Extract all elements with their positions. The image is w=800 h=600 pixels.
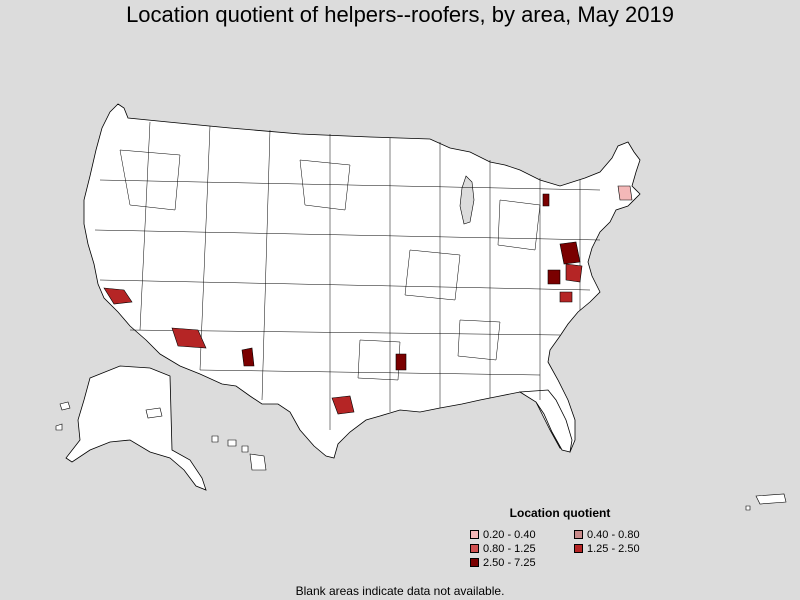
area-north-carolina [559,291,573,303]
area-western-ny [542,193,550,207]
area-southern-california [103,287,133,305]
legend-swatch [574,544,583,553]
hawaii [211,435,267,471]
area-phoenix [171,327,207,349]
legend-label: 2.50 - 7.25 [483,556,536,569]
legend-item: 0.20 - 0.40 [470,528,574,541]
legend-item: 0.80 - 1.25 [470,542,574,555]
shaded-areas [103,185,633,415]
puerto-rico [745,493,787,511]
area-boundaries [94,121,601,430]
florida [518,389,573,453]
alaska [65,365,207,491]
area-louisiana [395,353,407,371]
legend-swatch [470,530,479,539]
legend-label: 1.25 - 2.50 [587,542,640,555]
legend-item: 1.25 - 2.50 [574,542,670,555]
area-virginia-west [547,269,561,285]
legend-label: 0.80 - 1.25 [483,542,536,555]
legend-item: 2.50 - 7.25 [470,556,574,569]
area-massachusetts [617,185,633,201]
data-note: Blank areas indicate data not available. [295,584,505,598]
legend-swatch [470,558,479,567]
area-virginia-central [565,263,583,283]
legend-swatch [574,530,583,539]
legend-item: 0.40 - 0.80 [574,528,670,541]
contiguous-us [83,103,641,459]
legend-label: 0.20 - 0.40 [483,528,536,541]
legend-title: Location quotient [509,506,611,520]
alaska-islands [55,401,163,431]
lake-michigan [459,175,475,225]
area-el-paso [241,347,255,367]
legend-swatch [470,544,479,553]
map-title: Location quotient of helpers--roofers, b… [126,2,674,27]
area-virginia-north [559,241,581,265]
legend-label: 0.40 - 0.80 [587,528,640,541]
map-legend: Location quotient 0.20 - 0.40 0.40 - 0.8… [470,506,670,569]
area-san-antonio [331,395,355,415]
